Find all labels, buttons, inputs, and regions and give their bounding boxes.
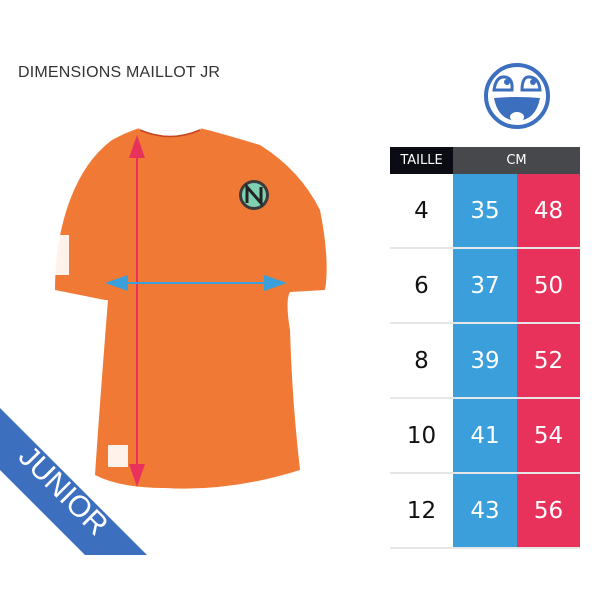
table-row: 8 39 52 bbox=[390, 324, 580, 399]
table-row: 12 43 56 bbox=[390, 474, 580, 549]
size-cell: 8 bbox=[390, 324, 453, 397]
table-row: 6 37 50 bbox=[390, 249, 580, 324]
header-taille: TAILLE bbox=[390, 147, 453, 174]
size-cell: 4 bbox=[390, 174, 453, 247]
width-cell: 39 bbox=[453, 324, 517, 397]
length-cell: 48 bbox=[517, 174, 580, 247]
length-cell: 54 bbox=[517, 399, 580, 472]
width-cell: 43 bbox=[453, 474, 517, 547]
team-logo-icon bbox=[239, 180, 269, 210]
length-arrow bbox=[129, 135, 145, 487]
length-cell: 56 bbox=[517, 474, 580, 547]
width-cell: 37 bbox=[453, 249, 517, 322]
size-cell: 10 bbox=[390, 399, 453, 472]
width-arrow bbox=[105, 275, 287, 291]
length-cell: 50 bbox=[517, 249, 580, 322]
header-cm: CM bbox=[453, 147, 580, 174]
size-table: TAILLE CM 4 35 48 6 37 50 8 39 52 10 41 54 12 43 56 bbox=[390, 147, 580, 549]
smiley-icon bbox=[484, 63, 550, 129]
width-cell: 35 bbox=[453, 174, 517, 247]
width-cell: 41 bbox=[453, 399, 517, 472]
size-cell: 6 bbox=[390, 249, 453, 322]
table-row: 10 41 54 bbox=[390, 399, 580, 474]
size-cell: 12 bbox=[390, 474, 453, 547]
page-title: DIMENSIONS MAILLOT JR bbox=[18, 64, 221, 81]
table-row: 4 35 48 bbox=[390, 174, 580, 249]
jersey-image bbox=[55, 124, 327, 489]
length-cell: 52 bbox=[517, 324, 580, 397]
table-header: TAILLE CM bbox=[390, 147, 580, 174]
